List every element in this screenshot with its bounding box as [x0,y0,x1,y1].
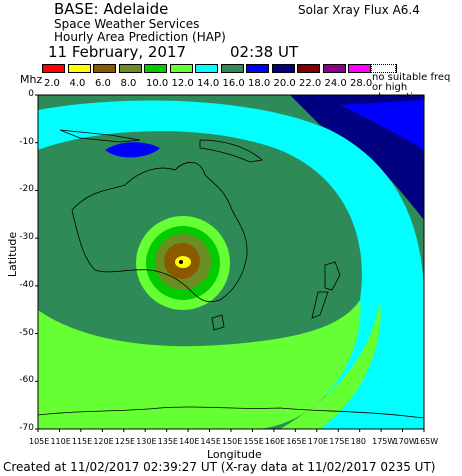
legend-swatch [144,64,167,73]
legend-swatch [220,64,244,73]
legend-label: 14.0 [197,78,220,89]
longitude-tick-label: 105E [29,437,50,446]
xray-flux: Solar Xray Flux A6.4 [298,3,420,17]
legend-swatch [169,64,193,73]
longitude-tick-label: 180 [350,437,366,446]
new-guinea-coast [199,139,263,163]
legend-swatch [322,64,346,73]
legend-label: 4.0 [69,78,86,89]
legend-swatch [93,64,116,73]
longitude-tick-label: 175W [372,437,396,446]
new-zealand-coast [311,261,341,319]
legend-label: 10.0 [146,78,169,89]
legend-swatch [297,64,320,73]
contour-teal-ring [38,131,362,401]
legend-item: 18.0 [244,64,270,92]
latitude-tick-label: -50 [19,327,34,338]
legend-label: 20.0 [273,78,296,89]
footer-created: Created at 11/02/2017 02:39:27 UT (X-ray… [3,460,436,474]
longitude-tick-label: 175E [329,437,350,446]
legend-swatch [118,64,142,73]
longitude-tick-label: 170E [307,437,329,446]
legend-label: 16.0 [222,78,245,89]
contour-green-band [280,300,381,429]
legend-label: 24.0 [324,78,347,89]
legend-item: 22.0 [295,64,321,92]
legend-swatch [271,64,295,73]
longitude-tick-label: 155E [243,437,264,446]
legend-item: 10.0 [142,64,168,92]
legend-label: 12.0 [171,78,194,89]
longitude-tick-label: 145E [200,437,221,446]
legend-swatch [246,64,269,73]
longitude-tick-label: 115E [71,437,93,446]
longitude-tick-label: 110E [50,437,71,446]
x-axis-title: Longitude [207,448,262,461]
legend-label: 2.0 [44,78,60,89]
contour-blue-patch-right [340,100,424,150]
legend-swatch [67,64,91,73]
legend-item: 6.0 [91,64,117,92]
legend-item: 12.0 [168,64,194,92]
longitude-tick-label: 160E [264,437,286,446]
legend-item: 14.0 [193,64,219,92]
latitude-tick-label: -30 [19,232,34,243]
legend-item: 20.0 [270,64,296,92]
legend-label: 28.0 [350,78,373,89]
legend-item: 16.0 [219,64,245,92]
coastlines [38,129,424,419]
legend-label: 18.0 [248,78,271,89]
forecast-time: 02:38 UT [230,43,299,61]
legend-label: 22.0 [299,78,322,89]
australia-coast [71,161,248,303]
service-name: Space Weather Services [54,17,200,31]
legend-item: 2.0 [40,64,66,92]
contour-blue-patch [105,142,160,158]
contour-lightgreen-region [38,300,361,429]
longitude-tick-label: 150E [222,437,243,446]
longitude-tick-label: 120E [93,437,114,446]
longitude-tick-label: 165E [286,437,307,446]
antarctica-coast [38,406,424,419]
longitude-tick-label: 170W [393,437,417,446]
longitude-tick-label: 140E [179,437,200,446]
latitude-tick-label: 0 [28,89,34,99]
axis-ticks [35,94,425,432]
base-marker [179,260,183,264]
longitude-tick-label: 165W [415,437,439,446]
latitude-tick-label: -70 [19,423,34,433]
y-axis-title: Latitude [6,231,20,278]
legend-swatch [42,64,65,73]
tasmania-coast [211,314,225,331]
legend-item: 4.0 [66,64,92,92]
no-suitable-swatch [371,64,396,73]
legend-label: 6.0 [95,78,111,89]
longitude-tick-label: 135E [157,437,178,446]
legend-label: 8.0 [120,78,137,89]
forecast-date: 11 February, 2017 [48,43,187,61]
latitude-tick-label: -60 [19,375,34,386]
legend-swatch [195,64,218,73]
contour-layer [38,95,424,429]
longitude-tick-label: 125E [114,437,136,446]
legend-item: 24.0 [321,64,347,92]
product-name: Hourly Area Prediction (HAP) [54,30,226,44]
legend-unit: Mhz [20,73,43,86]
latitude-tick-label: -10 [19,136,34,147]
latitude-tick-label: -20 [19,184,34,195]
latitude-tick-label: -40 [19,279,34,290]
indonesia-coast [59,129,141,143]
legend-swatch [348,64,371,73]
legend-item: 28.0 [346,64,372,92]
longitude-tick-label: 130E [136,437,157,446]
base-title: BASE: Adelaide [54,0,169,18]
legend-item: 8.0 [117,64,143,92]
